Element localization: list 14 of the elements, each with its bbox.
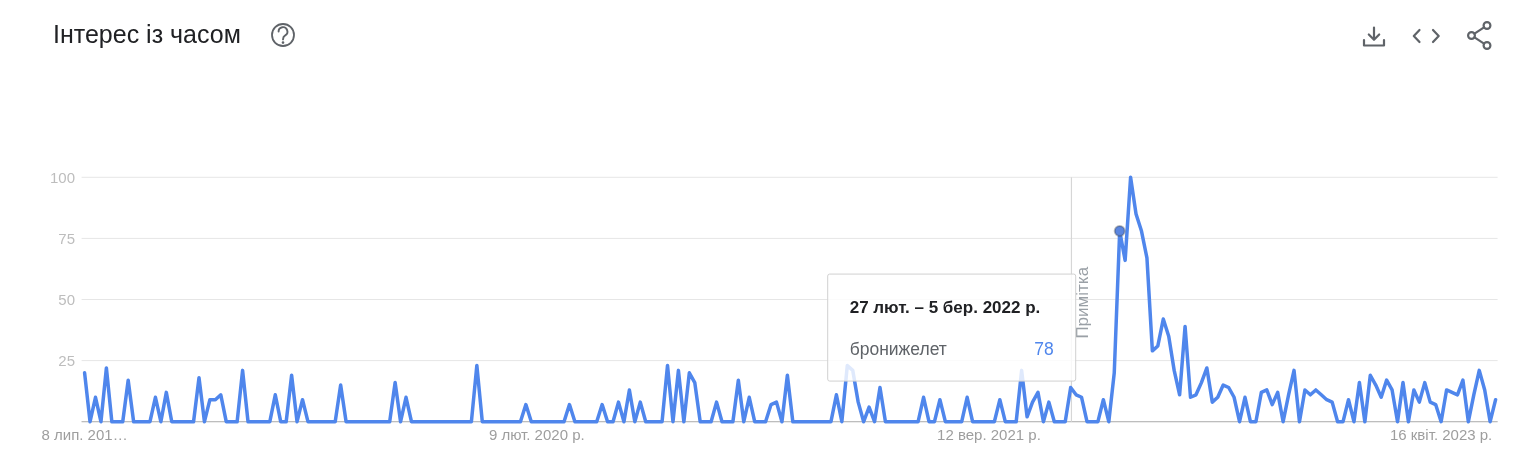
ref-line-label: Примітка bbox=[1073, 266, 1093, 339]
annotation: 78 bbox=[1034, 339, 1054, 360]
x-tick-label: 9 лют. 2020 р. bbox=[488, 426, 585, 443]
y-tick-label: 75 bbox=[58, 229, 75, 247]
y-tick-label: 25 bbox=[58, 351, 75, 369]
series-label: бронижелет bbox=[849, 339, 947, 360]
x-tick-label: 12 вер. 2021 р. bbox=[937, 426, 1041, 443]
y-tick-label: 50 bbox=[58, 290, 75, 308]
annotation: 27 лют. – 5 бер. 2022 р. bbox=[849, 298, 1041, 318]
chart-title: Інтерес із часом bbox=[53, 20, 241, 48]
x-tick-label: 16 квіт. 2023 р. bbox=[1389, 426, 1493, 443]
y-tick-label: 100 bbox=[49, 168, 75, 186]
line-series bbox=[82, 175, 1498, 424]
x-tick-label: 8 лип. 201… bbox=[41, 426, 128, 443]
